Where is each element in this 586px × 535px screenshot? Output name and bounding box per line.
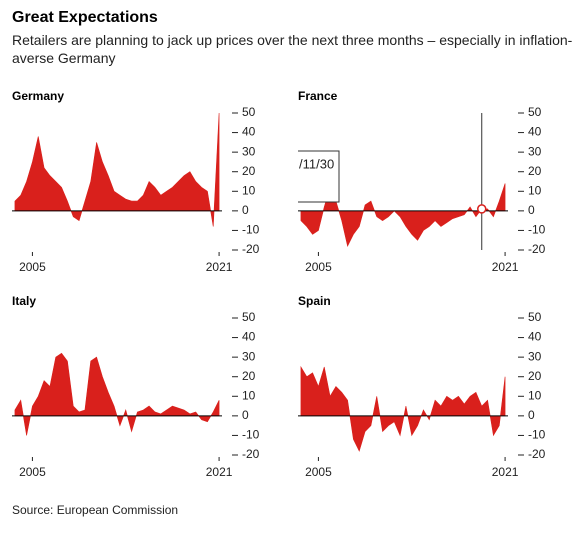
y-tick-label: 30	[528, 144, 542, 158]
y-tick-label: -10	[528, 223, 546, 237]
y-tick-label: 50	[242, 310, 256, 324]
y-tick-label: -10	[242, 223, 260, 237]
source: Source: European Commission	[12, 503, 179, 517]
x-tick-label: 2005	[19, 465, 46, 479]
y-tick-label: 30	[528, 349, 542, 363]
y-tick-label: 30	[242, 144, 256, 158]
y-tick-label: 20	[242, 369, 256, 383]
y-tick-label: 10	[528, 388, 542, 402]
x-tick-label: 2005	[305, 465, 332, 479]
y-tick-label: -20	[242, 447, 260, 461]
y-tick-label: 30	[242, 349, 256, 363]
y-tick-label: 0	[242, 203, 249, 217]
y-tick-label: 20	[242, 164, 256, 178]
y-tick-label: 40	[528, 125, 542, 139]
area	[14, 112, 220, 227]
y-tick-label: 40	[242, 330, 256, 344]
area	[300, 365, 506, 452]
x-tick-label: 2021	[492, 465, 519, 479]
y-tick-label: -20	[528, 447, 546, 461]
area	[14, 352, 220, 436]
charts: Germany 50 40 30 20 10 0 -10 -20 2005 2021 France 50…	[12, 89, 546, 479]
title: Great Expectations	[12, 9, 158, 26]
y-tick-label: 20	[528, 164, 542, 178]
x-tick-label: 2021	[492, 260, 519, 274]
tooltip-box	[298, 150, 340, 203]
y-tick-label: 10	[242, 388, 256, 402]
y-tick-label: 20	[528, 369, 542, 383]
y-tick-label: 10	[528, 183, 542, 197]
y-tick-label: 50	[528, 105, 542, 119]
y-tick-label: 10	[242, 183, 256, 197]
cursor-point	[477, 204, 487, 214]
subtitle: Retailers are planning to jack up prices…	[12, 32, 573, 66]
x-tick-label: 2005	[19, 260, 46, 274]
y-tick-label: -20	[528, 242, 546, 256]
panel-title: Germany	[12, 89, 64, 103]
tooltip-text: /11/30	[299, 156, 334, 171]
panel-title: France	[298, 89, 338, 103]
y-tick-label: 0	[528, 203, 535, 217]
panel-title: Spain	[298, 294, 331, 308]
panel-title: Italy	[12, 294, 36, 308]
y-tick-label: 0	[242, 408, 249, 422]
y-tick-label: 0	[528, 408, 535, 422]
y-tick-label: 50	[242, 105, 256, 119]
x-tick-label: 2021	[206, 260, 233, 274]
y-tick-label: 40	[528, 330, 542, 344]
y-tick-label: -10	[242, 428, 260, 442]
y-tick-label: -10	[528, 428, 546, 442]
x-tick-label: 2021	[206, 465, 233, 479]
y-tick-label: -20	[242, 242, 260, 256]
y-tick-label: 50	[528, 310, 542, 324]
x-tick-label: 2005	[305, 260, 332, 274]
y-tick-label: 40	[242, 125, 256, 139]
